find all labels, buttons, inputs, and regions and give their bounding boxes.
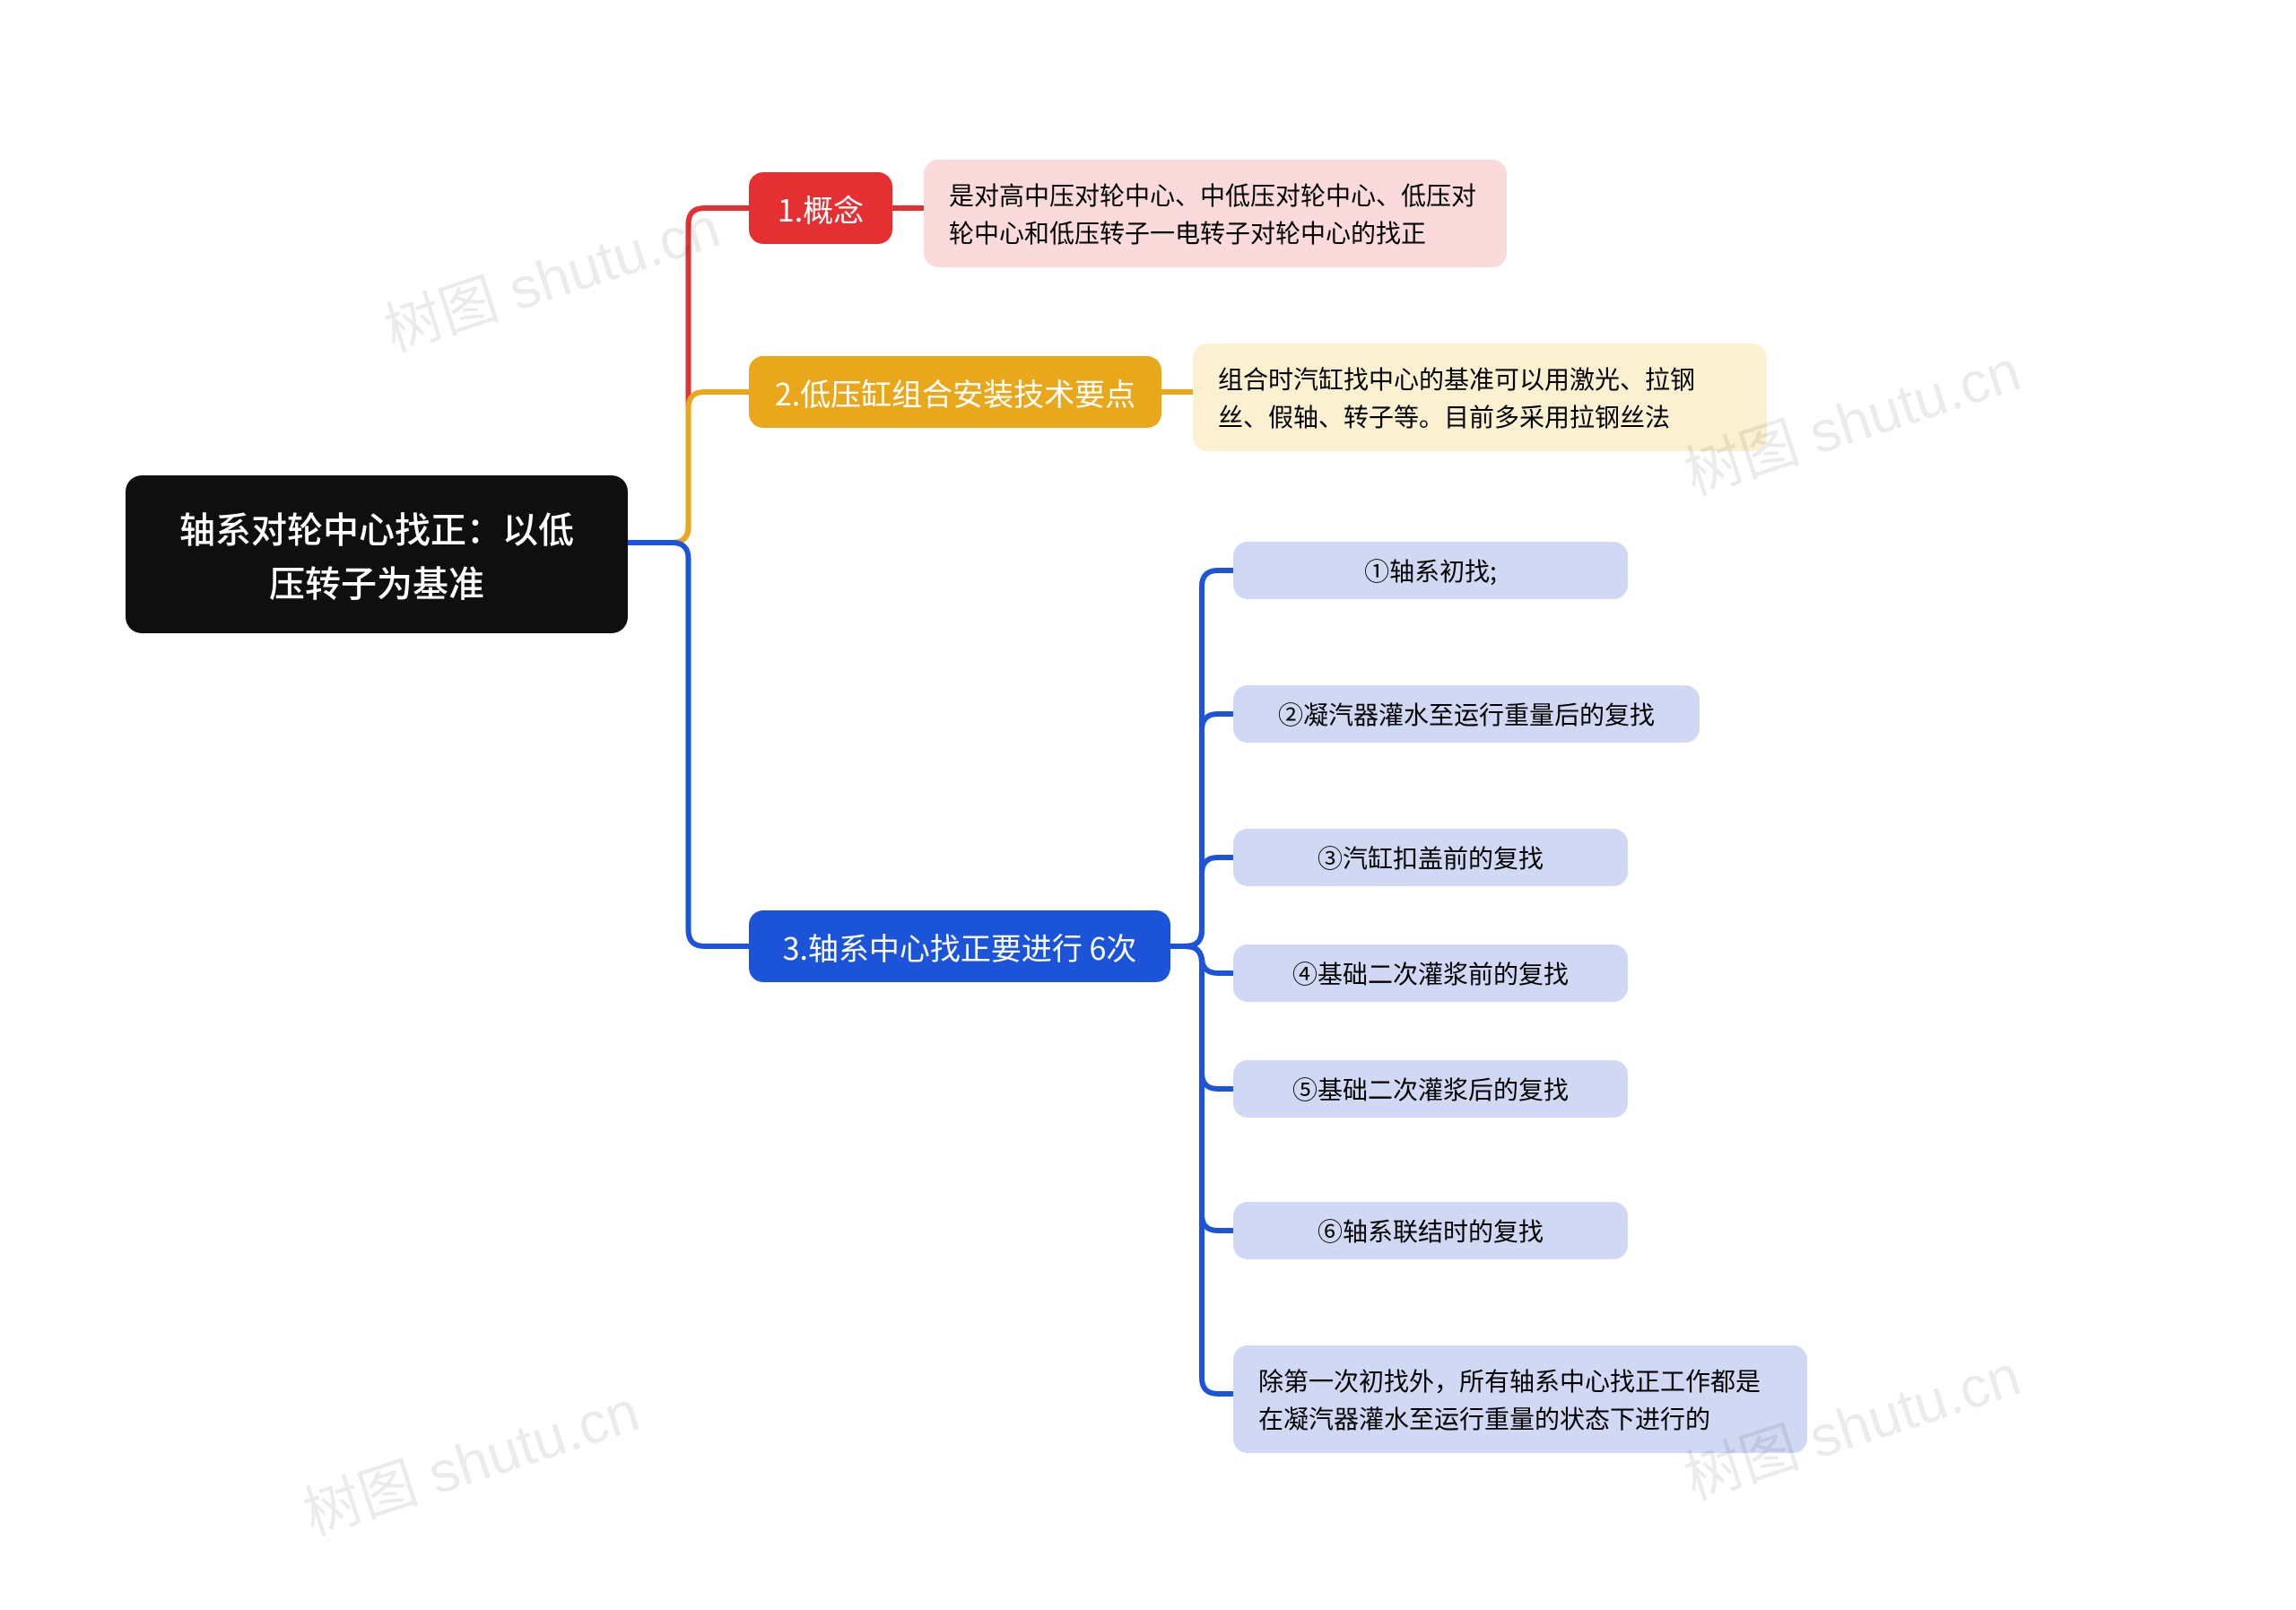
root-node: 轴系对轮中心找正：以低 压转子为基准 [126,475,628,633]
branch-1-leaf: 是对高中压对轮中心、中低压对轮中心、低压对轮中心和低压转子一电转子对轮中心的找正 [924,160,1507,267]
branch-3-child-4: ④基础二次灌浆前的复找 [1233,944,1628,1002]
branch-3-child-3-text: ③汽缸扣盖前的复找 [1318,839,1544,876]
branch-3-child-2: ②凝汽器灌水至运行重量后的复找 [1233,685,1700,743]
branch-3-child-3: ③汽缸扣盖前的复找 [1233,829,1628,886]
branch-3-child-1: ①轴系初找; [1233,542,1628,599]
branch-3-child-5: ⑤基础二次灌浆后的复找 [1233,1060,1628,1118]
branch-1: 1.概念 [749,172,892,244]
branch-2: 2.低压缸组合安装技术要点 [749,356,1161,428]
branch-3-child-4-text: ④基础二次灌浆前的复找 [1292,954,1569,992]
watermark: 树图 shutu.cn [372,181,728,367]
watermark: 树图 shutu.cn [291,1365,648,1551]
root-line2: 压转子为基准 [269,555,484,607]
root-line1: 轴系对轮中心找正：以低 [179,501,574,553]
branch-1-label: 1.概念 [778,186,864,231]
branch-3-child-6: ⑥轴系联结时的复找 [1233,1202,1628,1259]
branch-3-child-6-text: ⑥轴系联结时的复找 [1318,1212,1544,1249]
branch-3-child-2-text: ②凝汽器灌水至运行重量后的复找 [1278,695,1655,733]
branch-2-leaf-text: 组合时汽缸找中心的基准可以用激光、拉钢丝、假轴、转子等。目前多采用拉钢丝法 [1218,360,1742,435]
branch-3-child-7-text: 除第一次初找外，所有轴系中心找正工作都是在凝汽器灌水至运行重量的状态下进行的 [1258,1362,1782,1437]
branch-2-label: 2.低压缸组合安装技术要点 [775,370,1135,415]
branch-3: 3.轴系中心找正要进行 6次 [749,910,1170,982]
branch-3-child-5-text: ⑤基础二次灌浆后的复找 [1292,1070,1569,1108]
branch-3-child-1-text: ①轴系初找; [1364,552,1497,589]
branch-1-leaf-text: 是对高中压对轮中心、中低压对轮中心、低压对轮中心和低压转子一电转子对轮中心的找正 [949,176,1482,251]
branch-3-label: 3.轴系中心找正要进行 6次 [783,924,1137,970]
